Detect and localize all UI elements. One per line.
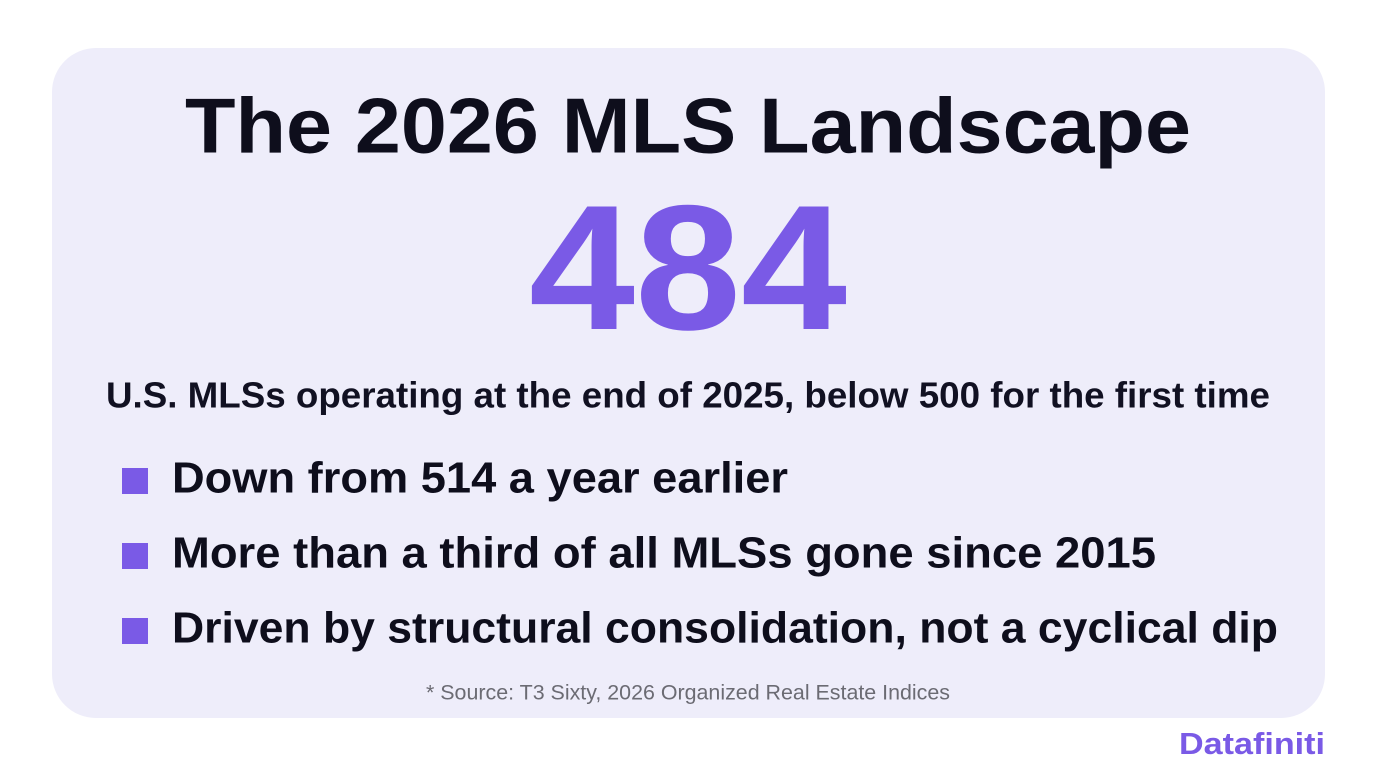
caption: U.S. MLSs operating at the end of 2025, … — [106, 375, 1270, 416]
bullet-marker — [122, 543, 148, 569]
bullet-marker — [122, 618, 148, 644]
title: The 2026 MLS Landscape — [185, 82, 1191, 170]
bullet-text: More than a third of all MLSs gone since… — [172, 529, 1156, 578]
brand-logo: Datafiniti — [1179, 726, 1325, 761]
bullet-marker — [122, 468, 148, 494]
big-number: 484 — [529, 168, 847, 367]
source-note: * Source: T3 Sixty, 2026 Organized Real … — [426, 682, 950, 705]
card — [52, 48, 1325, 718]
bullet-text: Down from 514 a year earlier — [172, 454, 788, 503]
bullet-text: Driven by structural consolidation, not … — [172, 604, 1278, 653]
